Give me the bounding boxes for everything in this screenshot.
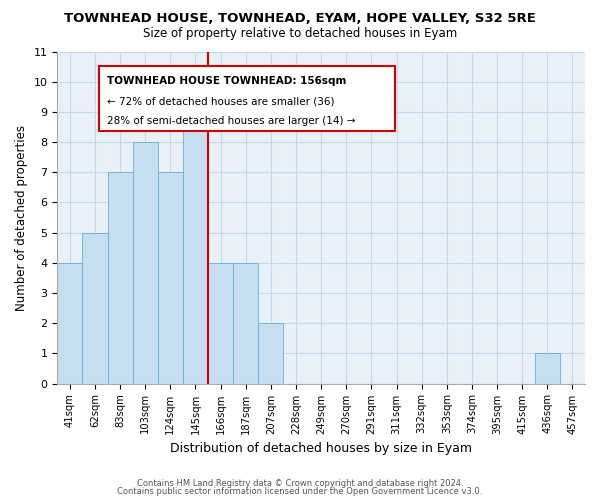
Bar [233, 263, 259, 384]
Bar [535, 354, 560, 384]
Text: Size of property relative to detached houses in Eyam: Size of property relative to detached ho… [143, 28, 457, 40]
Text: 28% of semi-detached houses are larger (14) →: 28% of semi-detached houses are larger (… [107, 116, 356, 126]
Bar [183, 112, 208, 384]
Bar [208, 263, 233, 384]
X-axis label: Distribution of detached houses by size in Eyam: Distribution of detached houses by size … [170, 442, 472, 455]
Bar [259, 323, 283, 384]
Bar [158, 172, 183, 384]
Bar [57, 263, 82, 384]
Bar [82, 232, 107, 384]
FancyBboxPatch shape [100, 66, 395, 131]
Y-axis label: Number of detached properties: Number of detached properties [15, 124, 28, 310]
Text: TOWNHEAD HOUSE, TOWNHEAD, EYAM, HOPE VALLEY, S32 5RE: TOWNHEAD HOUSE, TOWNHEAD, EYAM, HOPE VAL… [64, 12, 536, 26]
Text: ← 72% of detached houses are smaller (36): ← 72% of detached houses are smaller (36… [107, 96, 335, 106]
Bar [133, 142, 158, 384]
Text: Contains public sector information licensed under the Open Government Licence v3: Contains public sector information licen… [118, 487, 482, 496]
Bar [107, 172, 133, 384]
Text: TOWNHEAD HOUSE TOWNHEAD: 156sqm: TOWNHEAD HOUSE TOWNHEAD: 156sqm [107, 76, 347, 86]
Text: Contains HM Land Registry data © Crown copyright and database right 2024.: Contains HM Land Registry data © Crown c… [137, 478, 463, 488]
